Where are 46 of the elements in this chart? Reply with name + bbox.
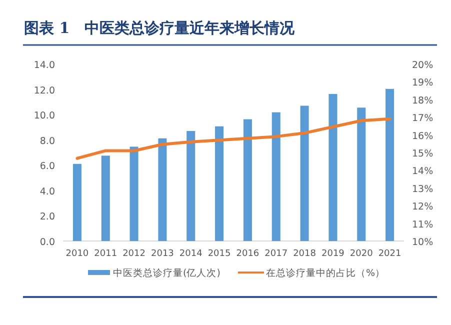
x-tick-label: 2015 <box>208 249 231 259</box>
x-tick-label: 2017 <box>264 249 288 259</box>
y-tick-label: 14.0 <box>34 60 55 71</box>
y2-tick-label: 12% <box>412 202 434 213</box>
bar <box>300 106 309 241</box>
y-tick-label: 4.0 <box>40 186 55 198</box>
y2-tick-label: 13% <box>412 184 434 195</box>
y-tick-label: 12.0 <box>34 85 55 96</box>
bar <box>243 119 252 241</box>
x-tick-label: 2012 <box>122 249 146 259</box>
y-tick-label: 2.0 <box>40 212 55 223</box>
bar <box>72 164 82 241</box>
x-tick-label: 2010 <box>66 249 89 259</box>
legend-label: 在总诊疗量中的占比（%） <box>266 267 386 279</box>
y2-tick-label: 16% <box>412 130 434 142</box>
y2-tick-label: 10% <box>412 237 434 248</box>
y2-tick-label: 17% <box>412 113 434 124</box>
bar <box>386 88 394 241</box>
bar <box>272 112 280 241</box>
y2-tick-label: 14% <box>412 166 434 178</box>
bar <box>328 94 338 241</box>
y2-tick-label: 19% <box>412 78 434 89</box>
x-tick-label: 2013 <box>151 249 174 259</box>
bar <box>130 146 138 241</box>
x-tick-label: 2019 <box>322 249 345 259</box>
bar <box>158 138 167 241</box>
legend-label: 中医类总诊疗量(亿人次) <box>113 267 220 279</box>
y2-tick-label: 11% <box>412 219 434 230</box>
y-tick-label: 8.0 <box>40 136 55 147</box>
x-tick-label: 2016 <box>236 249 260 259</box>
bar <box>186 131 196 241</box>
x-tick-label: 2021 <box>378 249 402 259</box>
x-tick-label: 2014 <box>179 249 203 259</box>
y-tick-label: 0.0 <box>40 237 55 248</box>
x-tick-label: 2011 <box>94 249 118 259</box>
bar <box>357 108 366 241</box>
bar <box>101 156 110 241</box>
y2-tick-label: 18% <box>412 95 434 106</box>
bar <box>215 126 224 241</box>
x-tick-label: 2018 <box>293 249 316 259</box>
chart-title: 图表 1 中医类总诊疗量近年来增长情况 <box>24 19 296 37</box>
x-tick-label: 2020 <box>350 249 374 259</box>
y2-tick-label: 15% <box>412 148 434 160</box>
y2-tick-label: 20% <box>412 60 434 71</box>
y-tick-label: 10.0 <box>34 110 55 122</box>
y-tick-label: 6.0 <box>40 161 55 172</box>
